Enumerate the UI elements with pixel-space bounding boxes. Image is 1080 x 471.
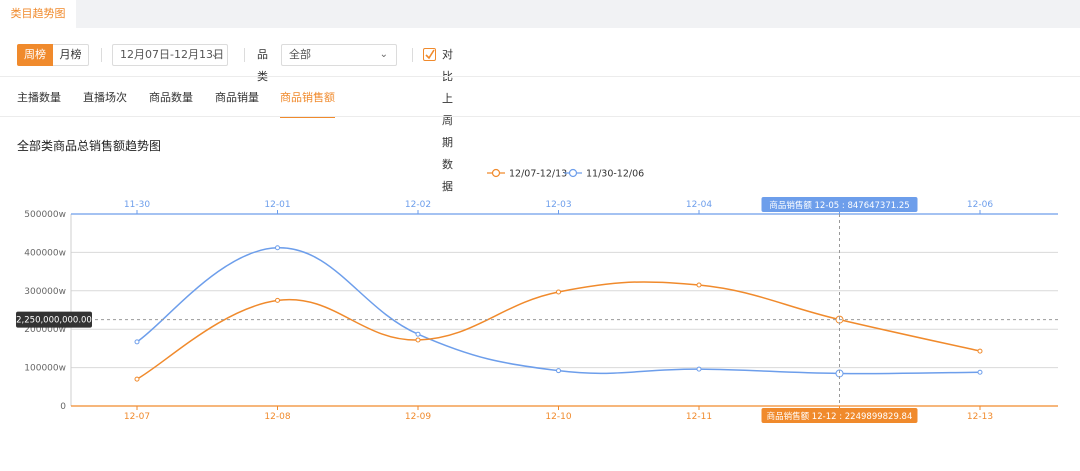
month-rank-button[interactable]: 月榜: [53, 44, 89, 66]
top-x-tick-label: 12-04: [686, 200, 712, 210]
y-tick-label: 500000w: [24, 210, 66, 220]
divider: [244, 48, 245, 62]
check-icon: [425, 49, 435, 60]
data-point: [556, 368, 561, 374]
week-rank-button[interactable]: 周榜: [17, 44, 53, 66]
bottom-x-tick-label: 12-10: [545, 412, 571, 422]
top-x-tick-label: 12-06: [967, 200, 993, 210]
y-readout-badge: [16, 311, 92, 328]
bottom-x-tick-label: 12-07: [124, 412, 150, 422]
data-point: [977, 369, 983, 375]
chart-title: 全部类商品总销售额趋势图: [17, 139, 162, 153]
tab-streamer-count[interactable]: 主播数量: [17, 91, 61, 104]
top-x-tick-label: 11-30: [124, 200, 150, 210]
date-range-value: 12月07日-12月13日: [120, 48, 224, 61]
data-point: [696, 282, 702, 288]
y-tick-label: 200000w: [24, 325, 66, 335]
divider: [0, 76, 1080, 77]
y-tick-label: 400000w: [24, 248, 66, 258]
crosshair: 2,250,000,000.00 商品销售额 12-05 : 847647371.…: [16, 197, 1058, 423]
category-value: 全部: [289, 48, 311, 61]
data-point: [696, 366, 702, 372]
series-lines: [134, 245, 983, 382]
divider: [0, 116, 1080, 117]
tab-product-count[interactable]: 商品数量: [149, 91, 193, 104]
y-tick-label: 100000w: [24, 364, 66, 374]
data-point: [275, 245, 280, 251]
chevron-down-icon: ⌄: [210, 49, 219, 60]
data-point: [134, 376, 140, 382]
y-readout-text: 2,250,000,000.00: [16, 316, 92, 326]
tab-category-trend[interactable]: 类目趋势图: [0, 0, 76, 28]
legend-label: 11/30-12/06: [586, 169, 644, 180]
top-tab-bar: 类目趋势图: [0, 0, 1080, 28]
divider: [101, 48, 102, 62]
tab-product-sales-amount[interactable]: 商品销售额: [280, 88, 335, 118]
data-point: [275, 297, 280, 303]
date-range-select[interactable]: 12月07日-12月13日 ⌄: [112, 44, 228, 66]
bottom-x-tick-label: 12-08: [264, 412, 290, 422]
data-point: [556, 289, 561, 295]
series-line: [136, 247, 981, 375]
chevron-down-icon: ⌄: [379, 49, 388, 60]
gridlines: [71, 251, 1058, 369]
series-line: [136, 281, 981, 380]
y-tick-label: 300000w: [24, 287, 66, 297]
top-x-tick-label: 12-03: [545, 200, 571, 210]
top-x-tick-label: 12-01: [264, 200, 290, 210]
bottom-tooltip: [761, 408, 918, 423]
tab-product-sales-volume[interactable]: 商品销量: [215, 91, 259, 104]
data-point: [977, 348, 983, 354]
top-tooltip: [761, 197, 918, 212]
sales-trend-chart: 0 100000w 200000w 300000w 400000w 500000w 11-…: [16, 169, 1058, 423]
legend-marker-icon: [568, 168, 578, 178]
bottom-tooltip-text: 商品销售额 12-12 : 2249899829.84: [767, 411, 913, 422]
data-point: [134, 339, 140, 345]
top-x-tick-label: 12-02: [405, 200, 431, 210]
legend-marker-icon: [491, 168, 501, 178]
category-label: 品类: [257, 48, 268, 83]
category-select[interactable]: 全部 ⌄: [281, 44, 397, 66]
bottom-x-tick-label: 12-11: [686, 412, 712, 422]
bottom-x-tick-label: 12-13: [967, 412, 993, 422]
compare-checkbox[interactable]: [423, 48, 436, 61]
data-point: [415, 337, 421, 343]
legend-label: 12/07-12/13: [509, 169, 567, 180]
tab-live-sessions[interactable]: 直播场次: [83, 91, 127, 104]
y-tick-label: 0: [60, 402, 66, 412]
bottom-x-tick-label: 12-09: [405, 412, 431, 422]
data-point: [415, 331, 421, 337]
y-axis: 0 100000w 200000w 300000w 400000w 500000w: [24, 210, 72, 412]
top-tooltip-text: 商品销售额 12-05 : 847647371.25: [769, 200, 909, 211]
legend[interactable]: 12/07-12/13 11/30-12/06: [487, 169, 644, 180]
divider: [412, 48, 413, 62]
x-axes: 11-3012-0112-0212-0312-0412-0512-0612-07…: [71, 200, 1058, 422]
